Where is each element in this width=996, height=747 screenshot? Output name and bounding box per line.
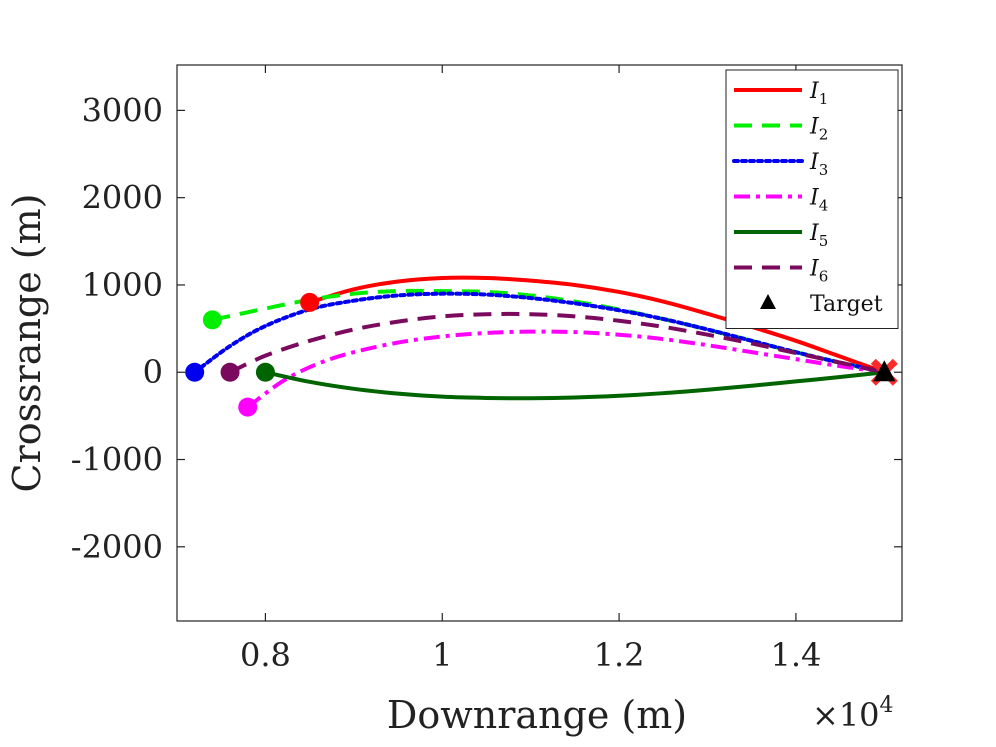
axes-frame	[176, 64, 903, 622]
x-tick-label: 1.4	[770, 636, 821, 674]
start-point-i6	[220, 362, 240, 382]
start-point-i1	[300, 292, 320, 312]
y-tick-label: 0	[143, 353, 163, 391]
start-point-i5	[255, 362, 275, 382]
x-tick-label: 1	[432, 636, 452, 674]
series-curves	[192, 275, 887, 409]
start-point-i4	[238, 397, 258, 417]
legend-swatch-target	[760, 294, 776, 309]
start-point-i2	[202, 310, 222, 330]
x-tick-labels: 0.8 1 1.2 1.4	[240, 636, 821, 674]
x-tick-label: 0.8	[240, 636, 291, 674]
start-markers	[185, 292, 320, 417]
legend-label-i6: I6	[809, 257, 828, 286]
x-exponent-base: ×10	[812, 696, 880, 734]
y-tick-label: 3000	[82, 91, 163, 129]
x-tick-label: 1.2	[594, 636, 645, 674]
x-exponent-power: 4	[880, 693, 894, 718]
legend-label-i3: I3	[809, 150, 828, 179]
x-axis-label: Downrange (m)	[387, 693, 687, 737]
legend-label-i2: I2	[809, 115, 828, 144]
legend-box	[725, 69, 899, 329]
series-line-i1	[309, 275, 885, 375]
target-triangle	[873, 360, 896, 382]
y-tick-label: 1000	[82, 266, 163, 304]
y-tick-label: -2000	[71, 528, 163, 566]
legend-label-target: Target	[810, 292, 883, 317]
series-line-i5	[264, 370, 885, 401]
x-exponent: ×104	[812, 693, 894, 734]
legend-label-i1: I1	[809, 79, 828, 108]
legend: I1 I2 I3 I4 I5 I6 Target	[725, 69, 899, 329]
legend-label-i5: I5	[809, 221, 828, 250]
start-point-i3	[185, 362, 205, 382]
y-tick-labels: 3000 2000 1000 0 -1000 -2000	[71, 91, 163, 565]
y-tick-label: 2000	[82, 179, 163, 217]
y-tick-label: -1000	[71, 441, 163, 479]
y-axis-label: Crossrange (m)	[5, 194, 49, 493]
series-line-i4	[246, 329, 885, 409]
legend-label-i4: I4	[809, 186, 828, 215]
target-group	[870, 358, 898, 386]
